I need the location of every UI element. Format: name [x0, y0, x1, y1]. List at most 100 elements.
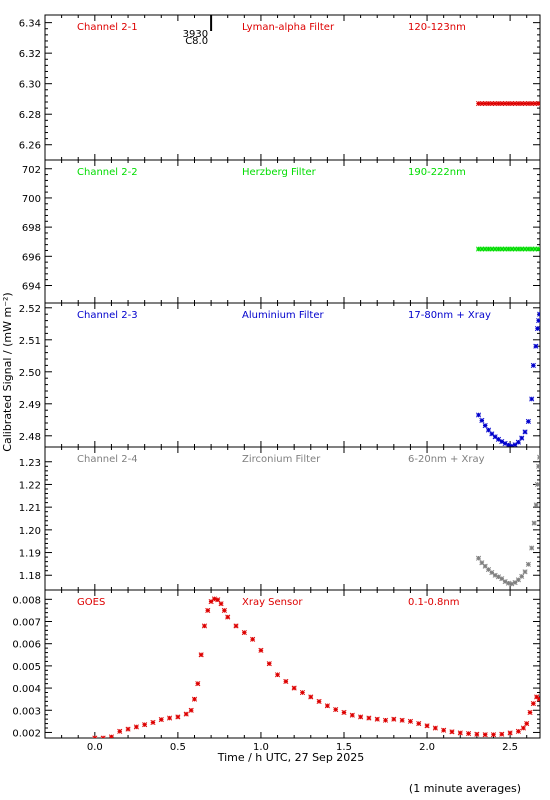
data-point — [495, 100, 502, 107]
panel-filter-label: Herzberg Filter — [242, 167, 317, 178]
data-point — [509, 443, 515, 447]
data-point — [525, 561, 531, 567]
data-point — [502, 440, 508, 447]
data-point — [505, 100, 511, 107]
data-point — [382, 717, 389, 723]
data-point — [529, 100, 535, 107]
data-point — [475, 555, 482, 561]
data-point — [505, 580, 511, 586]
panel-filter-label: Xray Sensor — [242, 597, 303, 608]
data-point — [509, 581, 515, 587]
data-point — [499, 439, 505, 445]
data-point — [495, 246, 502, 252]
data-series — [475, 100, 540, 107]
data-point — [509, 100, 515, 107]
data-point — [485, 427, 492, 433]
y-tick-label: 0.004 — [12, 684, 41, 695]
data-point — [533, 343, 539, 349]
y-tick-label: 698 — [22, 223, 41, 234]
y-tick-label: 6.30 — [19, 80, 41, 91]
x-tick-label: 2.5 — [502, 742, 518, 753]
data-point — [457, 730, 463, 736]
data-point — [489, 569, 495, 576]
data-point — [536, 463, 540, 469]
data-point — [519, 100, 525, 107]
y-tick-label: 1.18 — [19, 571, 41, 582]
data-point — [535, 100, 540, 107]
data-point — [205, 607, 211, 613]
data-point — [531, 520, 537, 526]
data-point — [150, 719, 156, 726]
data-point — [485, 246, 492, 252]
data-point — [499, 731, 505, 737]
x-axis-label: Time / h UTC, 27 Sep 2025 — [217, 751, 365, 764]
data-point — [519, 435, 525, 441]
data-point — [479, 246, 485, 252]
data-point — [449, 729, 455, 735]
data-point — [225, 614, 231, 620]
data-point — [485, 567, 492, 573]
data-point — [233, 623, 239, 629]
data-point — [100, 735, 106, 738]
data-point — [201, 623, 208, 629]
data-point — [211, 596, 217, 602]
data-point — [221, 607, 227, 613]
y-tick-label: 6.32 — [19, 49, 41, 60]
data-point — [316, 698, 322, 704]
panel-frame — [44, 159, 541, 304]
data-point — [108, 734, 114, 738]
panel-band-label: 6-20nm + Xray — [408, 454, 485, 465]
y-tick-label: 0.003 — [12, 706, 41, 717]
y-tick-label: 2.51 — [19, 336, 41, 347]
data-point — [489, 431, 495, 437]
data-point — [515, 577, 521, 583]
panel-3: 2.48 2.49 2.50 2.51 2.52 Channel 2-3 Aluminium… — [19, 302, 541, 448]
data-point — [515, 728, 521, 734]
data-point — [536, 696, 540, 702]
data-point — [499, 100, 505, 107]
data-point — [519, 246, 525, 252]
data-point — [534, 481, 540, 488]
y-tick-label: 0.002 — [12, 728, 41, 739]
data-point — [475, 246, 482, 252]
data-point — [424, 723, 430, 729]
data-point — [522, 429, 528, 435]
panel-1: 6.26 6.28 6.30 6.32 6.34 Channel 2-1 Lyman-alp… — [19, 14, 541, 161]
data-point — [505, 442, 511, 447]
y-tick-label: 0.008 — [12, 595, 41, 606]
panel-5: 0.002 0.003 0.004 0.005 0.006 0.007 0.008 GOES X… — [12, 589, 541, 753]
data-point — [416, 721, 422, 727]
plot-panels: 6.26 6.28 6.30 6.32 6.34 Channel 2-1 Lyman-alp… — [12, 14, 541, 753]
panel-channel-label: Channel 2-4 — [77, 454, 138, 465]
data-point — [499, 246, 505, 252]
data-point — [492, 100, 498, 107]
panel-band-label: 0.1-0.8nm — [408, 597, 460, 608]
data-point — [333, 707, 339, 713]
panel-band-label: 120-123nm — [408, 22, 466, 33]
data-point — [529, 545, 535, 551]
data-point — [522, 569, 528, 575]
data-point — [537, 454, 540, 460]
data-point — [358, 714, 364, 720]
data-point — [507, 730, 513, 736]
data-point — [512, 579, 518, 586]
data-point — [117, 728, 123, 734]
data-series — [92, 596, 540, 738]
data-point — [529, 396, 535, 402]
data-point — [283, 678, 289, 684]
panel-band-label: 17-80nm + Xray — [408, 310, 491, 321]
panel-frame — [44, 446, 541, 591]
data-point — [502, 579, 508, 585]
panel-frame — [44, 589, 541, 739]
panel-channel-label: GOES — [77, 597, 105, 608]
footnote: (1 minute averages) — [409, 782, 521, 795]
y-tick-label: 6.34 — [19, 19, 41, 30]
data-point — [475, 100, 482, 107]
y-tick-label: 2.52 — [19, 304, 41, 315]
data-point — [534, 326, 540, 332]
data-point — [492, 434, 498, 440]
data-point — [482, 246, 488, 252]
data-point — [291, 685, 297, 691]
data-point — [502, 100, 508, 107]
